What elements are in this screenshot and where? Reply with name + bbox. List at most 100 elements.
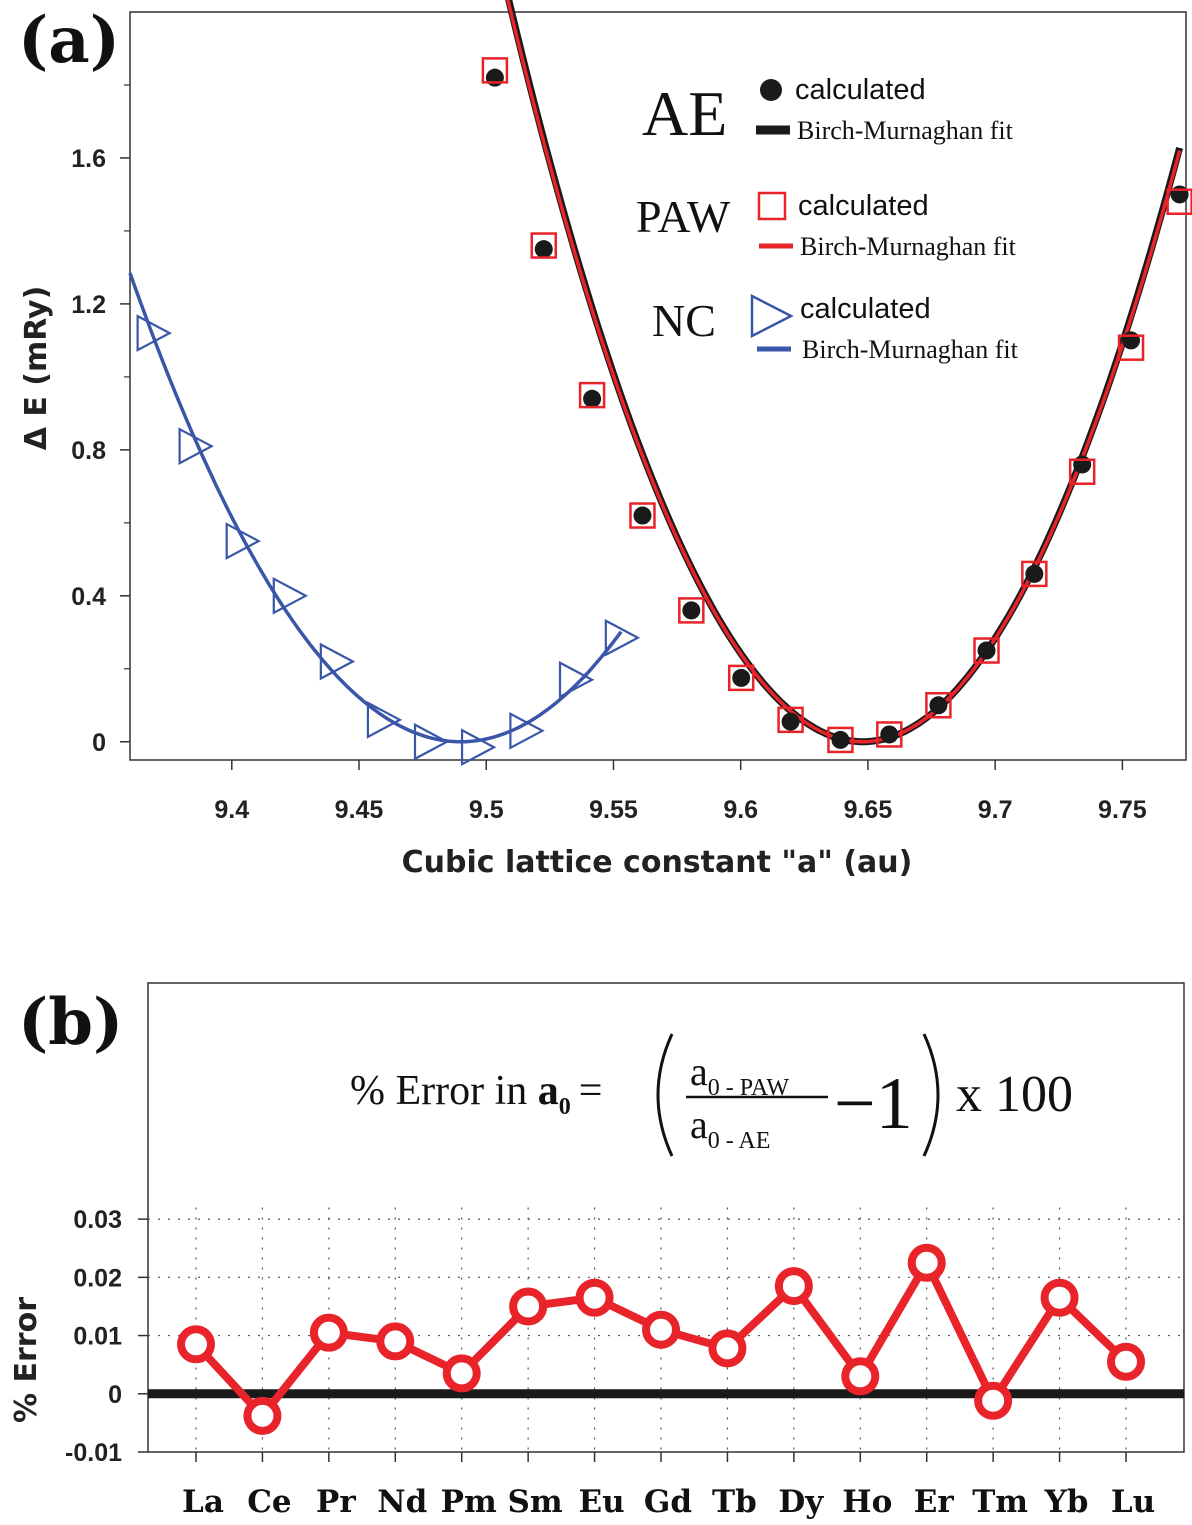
y-tick-label: 1.6 — [71, 145, 106, 173]
paw-point — [925, 692, 952, 719]
nc-point — [319, 642, 356, 681]
panel-b-y-ticks: -0.01 0 0.01 0.02 0.03 — [65, 1206, 148, 1467]
legend-ae-marker — [760, 79, 782, 101]
fit-curve-paw — [506, 0, 1182, 744]
paw-point — [777, 706, 804, 734]
ae-point — [831, 730, 850, 749]
element-label: Gd — [644, 1484, 692, 1520]
element-label: La — [182, 1484, 224, 1520]
paw-point — [1117, 334, 1145, 361]
panel-a-legend: AE calculated Birch-Murnaghan fit PAW ca… — [636, 74, 1019, 364]
error-point — [841, 1357, 880, 1396]
element-label: Dy — [778, 1484, 824, 1520]
paw-point — [876, 721, 903, 748]
x-tick-label: 9.45 — [335, 796, 384, 824]
nc-point — [272, 576, 309, 615]
ae-point — [1122, 331, 1141, 350]
element-label: Lu — [1111, 1484, 1155, 1520]
ae-point — [977, 641, 996, 660]
legend-nc-calc-label: calculated — [800, 293, 931, 325]
y-tick-label: 1.2 — [71, 291, 106, 319]
ae-point — [633, 506, 652, 525]
panel-b-x-ticks: La Ce Pr Nd Pm Sm Eu Gd Tb Dy Ho Er Tm Yb Lu — [182, 1452, 1155, 1520]
panel-b-series — [177, 1243, 1145, 1435]
panel-a-data-points — [136, 57, 1192, 767]
paw-point — [678, 597, 705, 624]
paw-point — [973, 637, 1000, 664]
ae-point — [732, 668, 751, 687]
panel-a-label: (a) — [18, 3, 120, 78]
formula-times-100: x 100 — [956, 1066, 1073, 1123]
element-label: Er — [914, 1484, 955, 1520]
ae-point — [781, 712, 800, 731]
fit-curve-nc — [128, 272, 623, 744]
element-label: Nd — [377, 1484, 427, 1520]
panel-a-x-ticks: 9.4 9.45 9.5 9.55 9.6 9.65 9.7 9.75 — [214, 760, 1147, 824]
formula-left-paren — [656, 1033, 674, 1157]
error-point — [1040, 1278, 1079, 1317]
ae-point — [929, 696, 948, 715]
legend-ae-calc-label: calculated — [795, 74, 926, 106]
nc-point — [558, 660, 595, 699]
element-label: Yb — [1044, 1484, 1089, 1520]
nc-point — [366, 701, 403, 739]
error-point — [177, 1325, 215, 1364]
error-point — [376, 1322, 415, 1361]
element-label: Pr — [316, 1484, 356, 1520]
nc-point — [413, 722, 450, 761]
error-point — [309, 1313, 348, 1352]
ae-point — [1025, 564, 1044, 583]
panel-b: (b) % Error in a0 = a0 - PAW a0 - AE −1 x… — [9, 982, 1185, 1520]
panel-a-axes-frame — [129, 11, 1187, 761]
nc-point — [460, 728, 497, 767]
b-y-tick-label: 0.03 — [73, 1206, 122, 1234]
ae-point — [534, 240, 553, 259]
legend-paw-calc-label: calculated — [798, 190, 929, 222]
fit-curve-ae — [505, 0, 1183, 746]
paw-point — [727, 664, 755, 692]
panel-a: (a) 9.4 9.45 9.5 9.55 9.6 9.65 9.7 9.75 0 0.4 0.8… — [18, 0, 1192, 880]
element-label: Pm — [441, 1484, 497, 1520]
ae-point — [583, 389, 602, 408]
legend-nc-fit-label: Birch-Murnaghan fit — [802, 335, 1019, 364]
x-tick-label: 9.75 — [1098, 796, 1147, 824]
legend-nc-name: NC — [652, 295, 716, 346]
element-label: Ce — [247, 1484, 291, 1520]
panel-a-y-axis-title: Δ E (mRy) — [19, 286, 54, 451]
legend-nc-marker — [750, 293, 794, 339]
legend-paw-marker — [757, 191, 787, 221]
nc-point — [604, 618, 641, 657]
x-tick-label: 9.4 — [214, 796, 249, 824]
nc-point — [225, 522, 262, 560]
paw-point — [629, 502, 656, 529]
element-label: Eu — [578, 1484, 624, 1520]
legend-ae-fit-label: Birch-Murnaghan fit — [797, 116, 1014, 145]
ae-point — [682, 601, 701, 620]
error-point — [708, 1329, 747, 1368]
formula-right-paren — [922, 1033, 940, 1157]
element-label: Tm — [972, 1484, 1028, 1520]
paw-point — [481, 57, 509, 84]
error-point — [243, 1396, 282, 1435]
legend-ae-name: AE — [642, 78, 727, 149]
panel-a-x-axis-title: Cubic lattice constant "a" (au) — [402, 845, 913, 880]
error-formula: % Error in a0 = a0 - PAW a0 - AE −1 x 100 — [350, 1033, 1073, 1157]
formula-numerator: a0 - PAW — [690, 1049, 789, 1101]
b-y-tick-label: 0.02 — [73, 1264, 122, 1292]
paw-point — [578, 381, 606, 409]
x-tick-label: 9.7 — [978, 796, 1013, 824]
error-point — [442, 1354, 481, 1393]
panel-b-label: (b) — [18, 985, 123, 1060]
paw-point — [530, 232, 557, 259]
b-y-tick-label: -0.01 — [65, 1439, 122, 1467]
nc-point — [136, 314, 172, 352]
b-y-tick-label: 0 — [108, 1381, 122, 1409]
panel-b-plot-border — [147, 982, 1185, 1453]
x-tick-label: 9.65 — [844, 796, 893, 824]
error-point — [907, 1243, 946, 1282]
element-label: Tb — [712, 1484, 757, 1520]
legend-paw-fit-label: Birch-Murnaghan fit — [800, 232, 1017, 261]
ae-point — [1170, 185, 1189, 204]
element-label: Sm — [508, 1484, 563, 1520]
error-point — [642, 1310, 680, 1349]
